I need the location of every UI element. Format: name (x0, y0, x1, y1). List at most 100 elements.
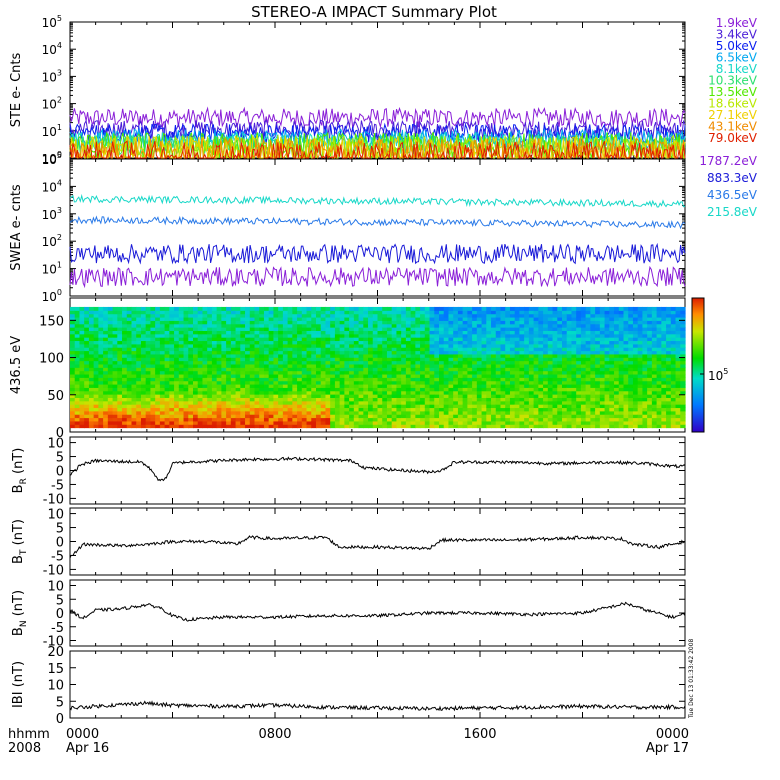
pad-cell (528, 377, 535, 382)
pad-cell (334, 387, 341, 392)
pad-cell (249, 417, 256, 422)
pad-cell (514, 323, 521, 328)
pad-cell (670, 313, 677, 318)
pad-cell (486, 357, 492, 362)
pad-cell (372, 383, 379, 388)
pad-cell (117, 420, 123, 425)
pad-cell (316, 363, 322, 368)
pad-cell (585, 350, 591, 355)
pad-cell (599, 316, 606, 321)
pad-cell (297, 320, 303, 325)
pad-cell (297, 333, 303, 338)
pad-cell (207, 404, 213, 409)
pad-cell (226, 404, 232, 409)
pad-cell (467, 357, 473, 362)
pad-cell (126, 343, 133, 348)
pad-cell (457, 320, 464, 325)
pad-cell (344, 310, 350, 315)
pad-cell (566, 347, 573, 352)
pad-cell (150, 337, 156, 342)
pad-cell (140, 407, 147, 412)
pad-cell (263, 390, 270, 395)
pad-cell (467, 390, 473, 395)
pad-cell (70, 424, 76, 429)
pad-cell (84, 367, 90, 372)
pad-cell (301, 417, 308, 422)
pad-cell (424, 327, 431, 331)
pad-cell (391, 313, 398, 318)
pad-cell (159, 397, 166, 402)
pad-cell (88, 394, 95, 398)
pad-cell (197, 360, 204, 365)
pad-cell (462, 407, 468, 412)
pad-cell (145, 313, 152, 318)
pad-cell (448, 390, 454, 395)
pad-cell (495, 373, 502, 378)
pad-cell (230, 363, 237, 368)
pad-cell (434, 410, 440, 415)
pad-cell (543, 316, 549, 321)
pad-cell (339, 337, 345, 342)
pad-cell (164, 363, 170, 368)
pad-cell (202, 380, 208, 385)
pad-cell (226, 420, 232, 425)
pad-cell (486, 390, 492, 395)
pad-cell (311, 343, 317, 348)
pad-cell (595, 397, 601, 402)
pad-cell (637, 353, 644, 358)
pad-cell (491, 410, 497, 415)
pad-cell (278, 370, 284, 375)
pad-cell (670, 330, 677, 335)
pad-cell (268, 400, 275, 405)
pad-cell (647, 337, 653, 342)
pad-cell (519, 394, 525, 398)
pad-cell (358, 310, 364, 315)
pad-cell (401, 404, 407, 409)
pad-cell (221, 327, 227, 331)
pad-cell (424, 407, 431, 412)
pad-cell (495, 404, 502, 409)
pad-cell (457, 363, 464, 368)
pad-cell (245, 380, 251, 385)
pad-cell (98, 417, 104, 422)
pad-cell (632, 337, 639, 342)
pad-cell (599, 424, 606, 429)
pad-cell (557, 357, 563, 362)
pad-cell (311, 310, 317, 315)
pad-cell (599, 373, 606, 378)
pad-cell (126, 350, 133, 355)
pad-cell (363, 323, 369, 328)
pad-cell (467, 327, 473, 331)
pad-cell (155, 330, 161, 335)
pad-cell (145, 320, 152, 325)
pad-cell (391, 306, 398, 311)
pad-cell (126, 340, 133, 345)
pad-cell (136, 377, 142, 382)
pad-cell (500, 306, 506, 311)
pad-cell (334, 410, 341, 415)
pad-cell (481, 327, 487, 331)
pad-cell (420, 337, 426, 342)
pad-cell (263, 410, 270, 415)
pad-cell (391, 316, 398, 321)
pad-cell (98, 377, 104, 382)
pad-cell (358, 387, 364, 392)
pad-cell (221, 363, 227, 368)
pad-cell (368, 353, 374, 358)
pad-cell (566, 353, 573, 358)
pad-cell (405, 333, 412, 338)
pad-cell (254, 367, 260, 372)
pad-cell (609, 360, 615, 365)
pad-cell (145, 357, 152, 362)
pad-cell (282, 330, 289, 335)
pad-cell (103, 420, 109, 425)
pad-cell (211, 390, 218, 395)
pad-cell (193, 397, 199, 402)
pad-cell (193, 370, 199, 375)
pad-cell (117, 394, 123, 398)
pad-cell (495, 330, 502, 335)
pad-cell (476, 394, 483, 398)
pad-cell (330, 340, 336, 345)
pad-cell (140, 350, 147, 355)
pad-cell (358, 380, 364, 385)
